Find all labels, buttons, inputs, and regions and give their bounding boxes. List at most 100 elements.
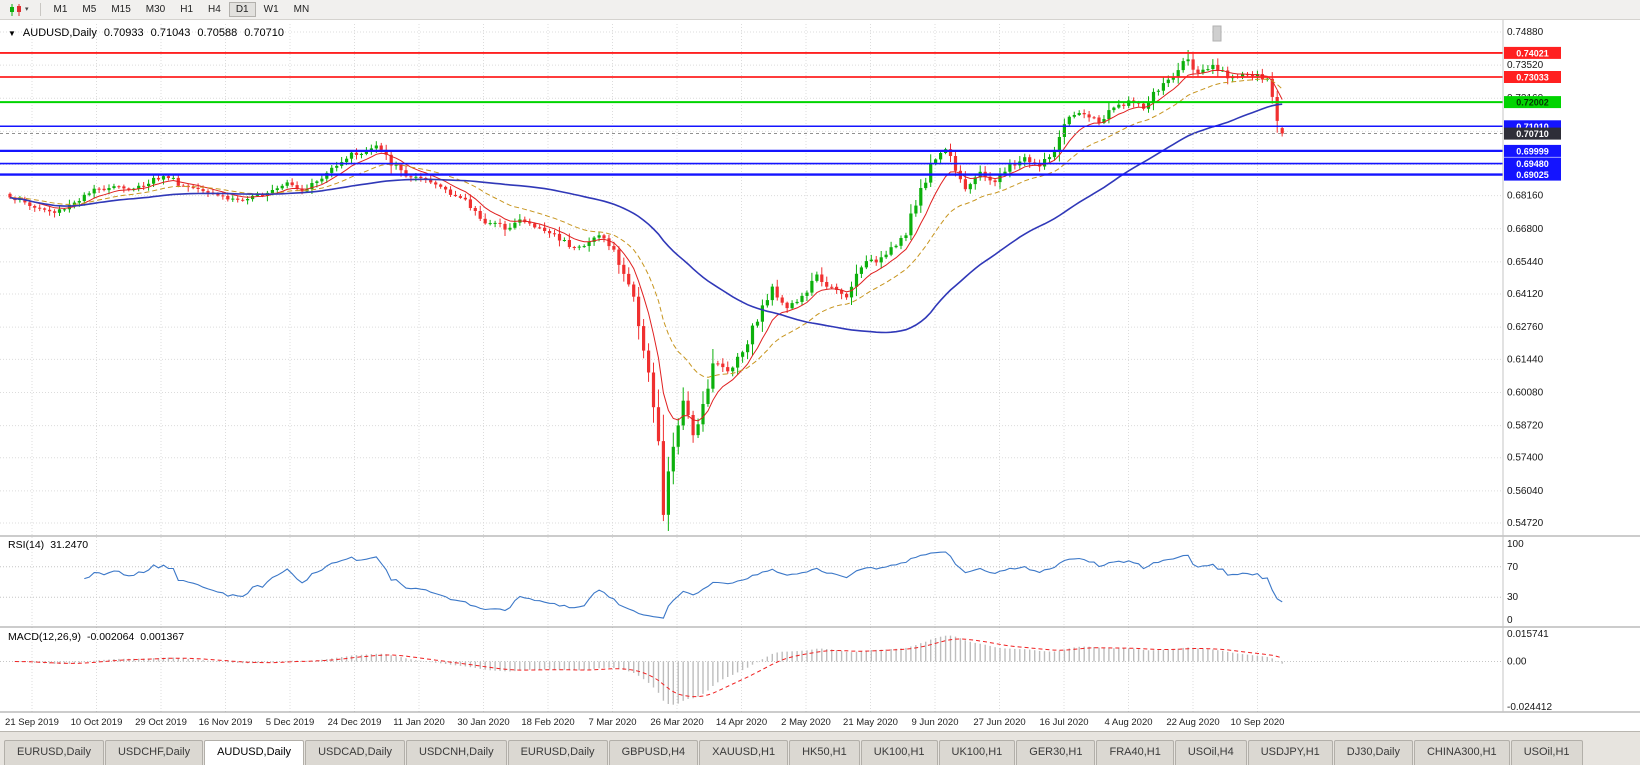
chart-tab-uk100-h1[interactable]: UK100,H1 <box>938 740 1016 765</box>
macd-histogram-bar <box>1192 647 1194 662</box>
chart-tab-usoil-h1[interactable]: USOil,H1 <box>1510 740 1583 765</box>
macd-histogram-bar <box>816 648 818 662</box>
candle-body <box>656 407 661 442</box>
macd-histogram-bar <box>736 661 739 673</box>
candle-body <box>1191 59 1195 70</box>
scrollbar-thumb[interactable] <box>1212 25 1222 42</box>
macd-histogram-bar <box>326 659 328 662</box>
macd-histogram-bar <box>78 661 80 663</box>
macd-histogram-bar <box>425 661 427 662</box>
chart-tab-ger30-h1[interactable]: GER30,H1 <box>1016 740 1096 765</box>
macd-histogram-bar <box>1093 647 1095 662</box>
candle-body <box>320 178 324 182</box>
candle-body <box>1270 78 1274 97</box>
candle-body <box>820 274 824 282</box>
chart-tab-eurusd-daily[interactable]: EURUSD,Daily <box>4 740 104 765</box>
chart-type-button[interactable]: ▾ <box>4 2 34 18</box>
candle-body <box>38 207 42 209</box>
candle-body <box>706 388 710 404</box>
macd-histogram-bar <box>291 660 293 662</box>
chart-tab-dj30-daily[interactable]: DJ30,Daily <box>1333 740 1413 765</box>
macd-histogram-bar <box>217 661 219 662</box>
macd-histogram-bar <box>375 653 377 662</box>
macd-histogram-bar <box>276 661 278 662</box>
price-axis-label: 0.65440 <box>1507 257 1544 268</box>
macd-histogram-bar <box>118 658 120 662</box>
price-axis-label: 0.60080 <box>1507 387 1544 398</box>
macd-histogram-bar <box>776 652 778 662</box>
date-axis-label: 21 May 2020 <box>843 717 898 728</box>
candle-body <box>1003 171 1007 175</box>
chart-tab-usdcnh-daily[interactable]: USDCNH,Daily <box>406 740 507 765</box>
macd-histogram-bar <box>875 649 877 662</box>
macd-histogram-bar <box>548 661 551 670</box>
candle-body <box>993 180 997 183</box>
candle-body <box>1241 74 1245 77</box>
macd-histogram-bar <box>1187 647 1189 662</box>
chart-tab-gbpusd-h4[interactable]: GBPUSD,H4 <box>608 740 699 765</box>
candle-body <box>755 321 760 326</box>
macd-histogram-bar <box>182 658 184 662</box>
price-axis-label: 0.64120 <box>1507 289 1544 300</box>
timeframe-button-m1[interactable]: M1 <box>47 2 75 17</box>
candle-body <box>924 182 928 189</box>
chart-tab-audusd-daily[interactable]: AUDUSD,Daily <box>204 740 305 765</box>
macd-histogram-bar <box>1276 661 1278 662</box>
candle-body <box>439 184 443 187</box>
timeframe-button-h1[interactable]: H1 <box>173 2 200 17</box>
macd-histogram-bar <box>286 660 288 662</box>
date-axis-label: 7 Mar 2020 <box>588 717 636 728</box>
macd-histogram-bar <box>1043 651 1046 662</box>
macd-histogram-bar <box>603 661 605 668</box>
rsi-name: RSI(14) <box>8 539 45 551</box>
timeframe-button-mn[interactable]: MN <box>287 2 317 17</box>
chart-tab-hk50-h1[interactable]: HK50,H1 <box>789 740 860 765</box>
chart-tab-fra40-h1[interactable]: FRA40,H1 <box>1096 740 1174 765</box>
timeframe-button-m15[interactable]: M15 <box>104 2 137 17</box>
macd-histogram-bar <box>588 661 590 670</box>
chart-tab-eurusd-daily[interactable]: EURUSD,Daily <box>507 740 608 765</box>
macd-histogram-bar <box>687 661 689 699</box>
candle-body <box>790 303 794 309</box>
macd-histogram-bar <box>1019 649 1021 662</box>
chart-tab-uk100-h1[interactable]: UK100,H1 <box>860 740 938 765</box>
ohlc-open: 0.70933 <box>103 27 144 39</box>
candle-body <box>142 185 146 187</box>
candle-body <box>463 197 467 200</box>
chart-tab-usoil-h4[interactable]: USOil,H4 <box>1174 740 1247 765</box>
chart-tab-usdjpy-h1[interactable]: USDJPY,H1 <box>1247 740 1333 765</box>
macd-histogram-bar <box>489 661 491 671</box>
candle-body <box>642 326 646 351</box>
candle-body <box>102 188 106 191</box>
candle-body <box>1226 70 1230 79</box>
candle-body <box>419 176 423 178</box>
macd-histogram-bar <box>459 661 462 666</box>
timeframe-button-d1[interactable]: D1 <box>228 2 256 17</box>
chart-tab-xauusd-h1[interactable]: XAUUSD,H1 <box>699 740 789 765</box>
macd-histogram-bar <box>355 655 358 662</box>
macd-histogram-bar <box>608 661 610 668</box>
candle-body <box>448 189 453 195</box>
macd-histogram-bar <box>801 650 803 662</box>
chart-tab-usdchf-daily[interactable]: USDCHF,Daily <box>104 740 204 765</box>
macd-histogram-bar <box>440 661 442 664</box>
timeframe-button-m5[interactable]: M5 <box>75 2 103 17</box>
timeframe-button-w1[interactable]: W1 <box>257 2 286 17</box>
timeframe-button-h4[interactable]: H4 <box>201 2 228 17</box>
candle-body <box>364 151 368 154</box>
candle-body <box>335 165 339 168</box>
macd-histogram-bar <box>1137 649 1140 662</box>
collapse-triangle-icon[interactable]: ▼ <box>8 28 16 38</box>
fast-ma-line <box>9 69 1283 422</box>
macd-histogram-bar <box>380 653 382 662</box>
macd-histogram-bar <box>939 636 942 662</box>
macd-histogram-bar <box>860 651 863 662</box>
candle-body <box>171 177 175 179</box>
candle-body <box>929 163 933 183</box>
chart-tab-usdcad-daily[interactable]: USDCAD,Daily <box>305 740 406 765</box>
date-axis-label: 10 Oct 2019 <box>71 717 123 728</box>
price-level-badge <box>1504 144 1561 157</box>
chart-tab-china300-h1[interactable]: CHINA300,H1 <box>1413 740 1510 765</box>
candle-body <box>359 153 363 155</box>
timeframe-button-m30[interactable]: M30 <box>139 2 172 17</box>
